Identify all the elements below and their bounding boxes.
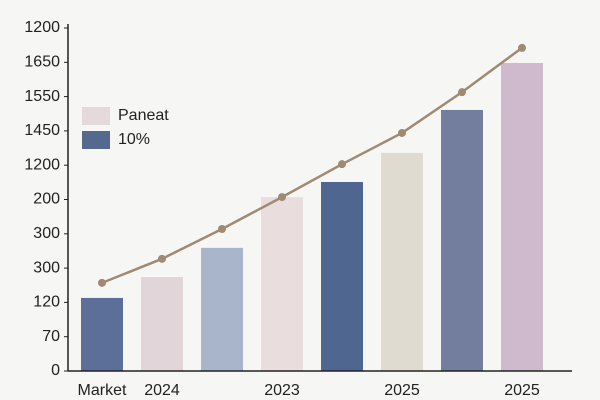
trend-point — [158, 254, 166, 263]
x-tick-label: 2025 — [384, 382, 420, 399]
trend-point — [218, 224, 226, 233]
y-tick-label: 300 — [33, 225, 60, 242]
y-tick-label: 120 — [33, 294, 60, 311]
trend-line — [101, 46, 523, 285]
trend-point — [278, 193, 286, 202]
bar — [261, 197, 303, 371]
x-tick-label: 2025 — [504, 382, 540, 399]
legend-swatch — [82, 107, 110, 125]
bar — [81, 297, 123, 371]
bar — [201, 247, 243, 371]
bar — [381, 152, 423, 371]
y-tick-label: 1200 — [24, 156, 60, 173]
trend-point — [458, 88, 466, 97]
bar — [321, 182, 363, 371]
trend-point — [398, 128, 406, 137]
bar — [141, 277, 183, 371]
y-tick-label: 1450 — [24, 122, 60, 139]
bar — [441, 109, 483, 372]
legend-label: 10% — [118, 131, 150, 148]
x-tick-label: 2024 — [144, 382, 180, 399]
x-tick-label: Market — [78, 382, 127, 399]
trend-point — [98, 278, 106, 287]
y-tick-label: 300 — [33, 259, 60, 276]
y-tick-label: 200 — [33, 191, 60, 208]
y-tick-label: 1650 — [24, 54, 60, 71]
y-tick-label: 70 — [42, 328, 60, 345]
y-tick-label: 0 — [51, 362, 60, 379]
trend-point — [518, 43, 526, 52]
y-tick-label: 1200 — [24, 19, 60, 36]
bar — [501, 62, 543, 372]
trend-point — [338, 160, 346, 169]
legend-label: Paneat — [118, 107, 169, 124]
y-tick-label: 1550 — [24, 88, 60, 105]
legend-swatch — [82, 131, 110, 149]
x-tick-label: 2023 — [264, 382, 300, 399]
